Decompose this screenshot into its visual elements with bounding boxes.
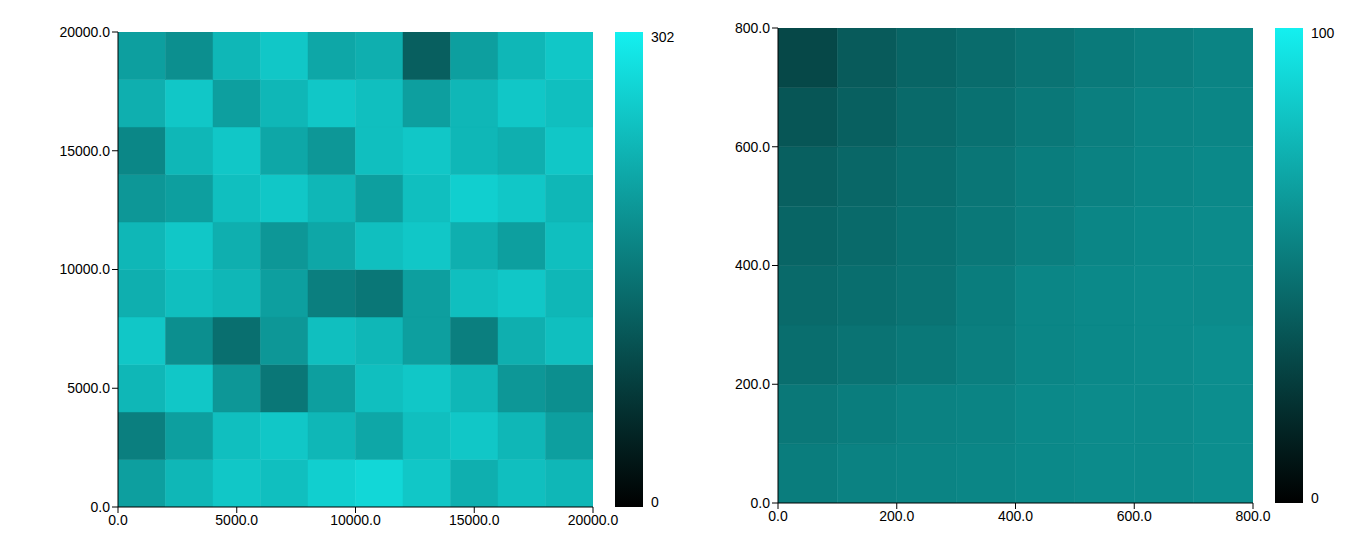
svg-text:400.0: 400.0 xyxy=(735,257,770,273)
svg-text:5000.0: 5000.0 xyxy=(67,380,110,396)
svg-text:200.0: 200.0 xyxy=(879,508,914,524)
svg-text:800.0: 800.0 xyxy=(1235,508,1270,524)
svg-text:20000.0: 20000.0 xyxy=(568,512,619,528)
svg-text:15000.0: 15000.0 xyxy=(449,512,500,528)
svg-text:800.0: 800.0 xyxy=(735,20,770,36)
svg-text:5000.0: 5000.0 xyxy=(215,512,258,528)
svg-text:0.0: 0.0 xyxy=(108,512,128,528)
svg-text:600.0: 600.0 xyxy=(735,139,770,155)
svg-text:200.0: 200.0 xyxy=(735,376,770,392)
svg-text:600.0: 600.0 xyxy=(1117,508,1152,524)
svg-text:302: 302 xyxy=(651,29,675,45)
svg-text:0.0: 0.0 xyxy=(751,495,771,511)
svg-text:400.0: 400.0 xyxy=(998,508,1033,524)
svg-text:0: 0 xyxy=(651,494,659,510)
svg-text:0.0: 0.0 xyxy=(768,508,788,524)
svg-text:0: 0 xyxy=(1311,490,1319,506)
svg-text:20000.0: 20000.0 xyxy=(59,24,110,40)
svg-text:0.0: 0.0 xyxy=(91,499,111,515)
svg-text:10000.0: 10000.0 xyxy=(59,261,110,277)
svg-text:15000.0: 15000.0 xyxy=(59,143,110,159)
svg-text:10000.0: 10000.0 xyxy=(330,512,381,528)
svg-text:100: 100 xyxy=(1311,25,1335,41)
